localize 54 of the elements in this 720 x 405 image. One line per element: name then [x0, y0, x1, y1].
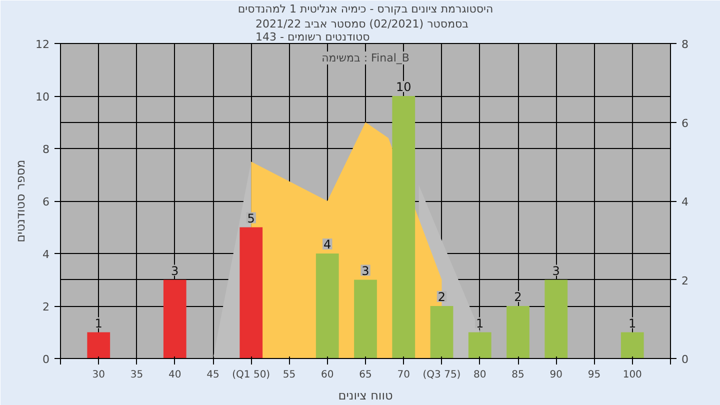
- x-tick-label: 95: [588, 370, 601, 380]
- y-tick-label: 12: [36, 38, 50, 51]
- bar: [430, 306, 454, 358]
- y2-tick-label: 0: [682, 353, 688, 366]
- bar: [468, 332, 492, 358]
- y-axis-title: מספר סטודנטים: [14, 160, 28, 242]
- bar: [354, 280, 377, 358]
- y2-tick-label: 6: [682, 116, 688, 130]
- data-label: 3: [552, 264, 560, 278]
- y2-tick-label: 4: [682, 196, 688, 208]
- x-axis-title: טווח ציונים: [338, 388, 393, 402]
- x-tick-label: 85: [512, 370, 524, 380]
- x-tick-label: (Q1 50): [232, 370, 270, 380]
- bar: [240, 227, 263, 358]
- bar: [544, 280, 568, 358]
- x-tick-label: 55: [282, 370, 296, 380]
- bar: [392, 96, 416, 358]
- x-tick-label: 40: [168, 370, 182, 380]
- data-label: 1: [628, 316, 636, 330]
- x-tick-label: 60: [321, 370, 334, 380]
- bar: [620, 332, 644, 358]
- bar: [506, 306, 530, 358]
- y-tick-label: 6: [42, 196, 50, 208]
- data-label: 4: [324, 238, 332, 252]
- x-tick-label: (Q3 75): [422, 370, 461, 380]
- bar: [163, 280, 186, 358]
- y-tick-label: 10: [36, 90, 50, 104]
- data-label: 3: [171, 264, 179, 278]
- chart-subtitle: בסמסטר (02/2021) סמסטר אביב 2021/22 סטודנטים רשומים - 143: [255, 18, 469, 44]
- bar: [87, 332, 110, 358]
- y-tick-label: 8: [42, 143, 50, 156]
- chart-title: היסטוגרמת ציונים בקורס - כימיה אנליטית 1 למהנדסים: [238, 2, 494, 16]
- y-tick-label: 4: [42, 248, 50, 261]
- y2-tick-label: 8: [682, 38, 688, 51]
- x-tick-label: 90: [550, 370, 562, 380]
- x-tick-label: 70: [397, 370, 410, 380]
- data-label: 3: [362, 264, 370, 278]
- x-tick-label: 45: [206, 370, 220, 380]
- data-label: 5: [247, 211, 255, 226]
- annotation: במשימה : Final_B: [322, 52, 410, 64]
- x-tick-label: 30: [92, 370, 105, 380]
- bar: [316, 254, 339, 358]
- data-label: 2: [438, 290, 446, 304]
- y2-tick-label: 2: [682, 274, 688, 288]
- y-tick-label: 0: [42, 353, 50, 366]
- data-label: 1: [94, 316, 102, 330]
- x-tick-label: 100: [622, 370, 642, 380]
- data-label: 2: [514, 290, 522, 304]
- x-tick-label: 80: [474, 370, 486, 380]
- data-label: 10: [396, 80, 412, 94]
- y-tick-label: 2: [42, 300, 50, 314]
- x-tick-label: 65: [359, 370, 372, 380]
- data-label: 1: [476, 316, 484, 330]
- x-tick-label: 35: [130, 370, 144, 380]
